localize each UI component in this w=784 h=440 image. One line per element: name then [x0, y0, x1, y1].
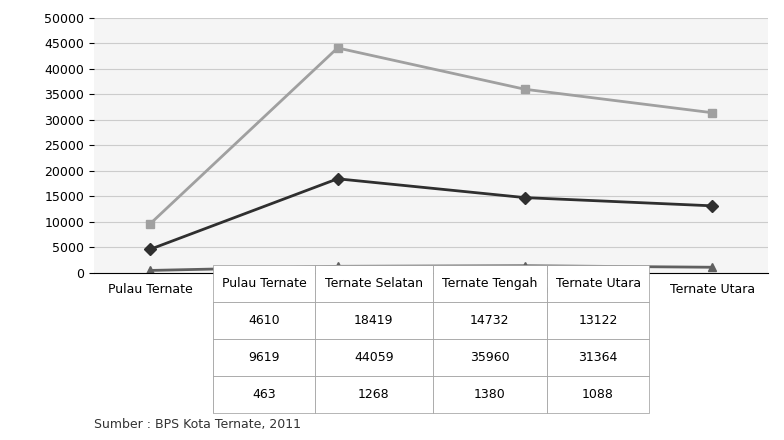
- Manula: [333, 264, 343, 269]
- Dewasa: [333, 45, 343, 51]
- Dewasa: [146, 221, 155, 226]
- Line: Dewasa: Dewasa: [146, 44, 717, 228]
- Dewasa: [707, 110, 717, 115]
- Manula: [707, 264, 717, 270]
- Anak: [333, 176, 343, 181]
- Anak: [707, 203, 717, 209]
- Anak: [520, 195, 529, 200]
- Text: Sumber : BPS Kota Ternate, 2011: Sumber : BPS Kota Ternate, 2011: [94, 418, 301, 431]
- Line: Anak: Anak: [146, 175, 717, 253]
- Line: Manula: Manula: [146, 262, 717, 275]
- Anak: [146, 247, 155, 252]
- Dewasa: [520, 87, 529, 92]
- Manula: [146, 268, 155, 273]
- Manula: [520, 263, 529, 268]
